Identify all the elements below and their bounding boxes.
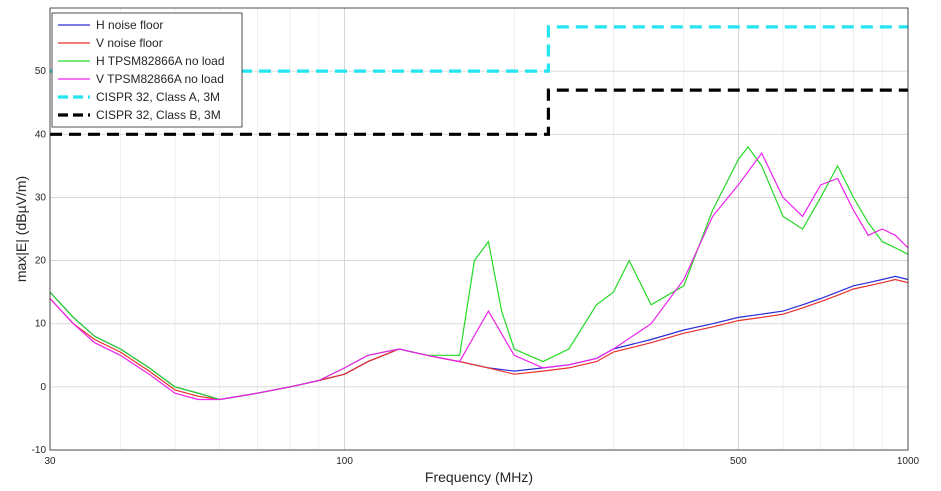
legend: H noise floor V noise floor H TPSM82866A n… — [51, 12, 243, 128]
series-line-2 — [49, 278, 909, 401]
legend-label: CISPR 32, Class B, 3M — [96, 108, 221, 122]
legend-label: H TPSM82866A no load — [96, 54, 225, 68]
tick-labels: 30 100 500 1000 -10 0 10 20 30 40 50 — [32, 66, 920, 467]
y-tick-label: 10 — [35, 319, 47, 330]
y-tick-label: 30 — [35, 192, 47, 203]
legend-label: V TPSM82866A no load — [96, 72, 224, 86]
y-tick-label: 40 — [35, 129, 47, 140]
plot-frame — [49, 7, 909, 451]
y-tick-label: 50 — [35, 66, 47, 77]
y-tick-label: 20 — [35, 256, 47, 267]
series-line-5 — [50, 25, 908, 73]
series-line-3 — [49, 145, 909, 401]
series-line-6 — [50, 88, 908, 136]
legend-box — [51, 12, 243, 128]
legend-label: H noise floor — [96, 18, 163, 32]
y-tick-label: -10 — [32, 445, 47, 456]
legend-label: CISPR 32, Class A, 3M — [96, 90, 220, 104]
x-tick-label: 30 — [44, 456, 56, 467]
y-axis-label: max|E| (dBµV/m) — [13, 176, 29, 282]
x-tick-label: 1000 — [897, 456, 920, 467]
x-axis-label: Frequency (MHz) — [425, 469, 533, 485]
legend-label: V noise floor — [96, 36, 163, 50]
y-tick-label: 0 — [40, 382, 46, 393]
series-layer — [49, 25, 909, 401]
x-tick-label: 100 — [336, 456, 353, 467]
x-tick-label: 500 — [730, 456, 747, 467]
series-line-4 — [49, 152, 909, 401]
